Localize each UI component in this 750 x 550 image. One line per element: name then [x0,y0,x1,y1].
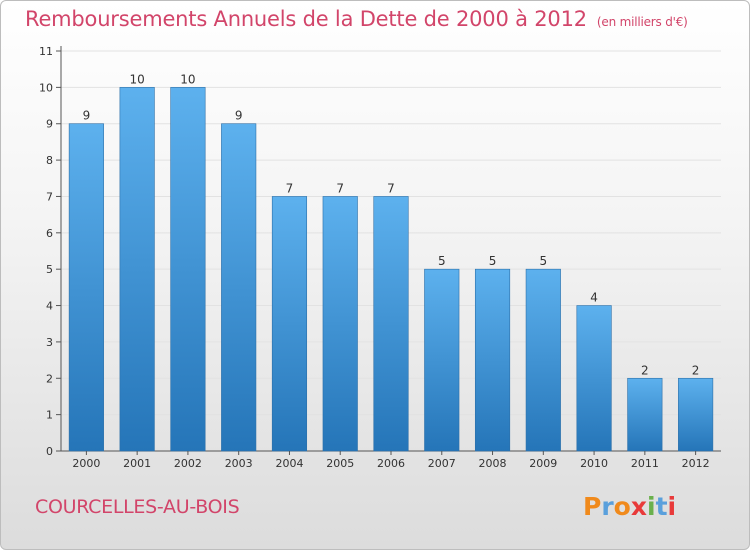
data-label: 2 [641,363,649,377]
x-tick-label: 2008 [479,457,507,470]
data-label: 10 [130,72,145,86]
y-tick-label: 2 [46,372,53,385]
logo-letter: x [630,492,647,521]
bar [525,268,561,452]
x-tick-label: 2007 [428,457,456,470]
data-label: 4 [590,291,598,305]
x-tick-label: 2000 [72,457,100,470]
data-label: 5 [539,254,547,268]
data-label: 9 [235,109,243,123]
x-tick-label: 2011 [631,457,659,470]
logo-letter: o [613,492,631,521]
y-tick-label: 8 [46,154,53,167]
x-tick-label: 2003 [225,457,253,470]
data-label: 2 [692,363,700,377]
bar [322,196,358,452]
y-tick-label: 1 [46,409,53,422]
bar [474,268,511,452]
y-tick-label: 3 [46,336,53,349]
logo-letter: i [667,492,677,521]
bar [373,196,409,452]
bar [170,87,206,452]
y-tick-label: 7 [46,190,53,203]
x-tick-label: 2001 [123,457,151,470]
y-tick-label: 9 [46,118,53,131]
data-label: 5 [438,254,446,268]
x-tick-label: 2009 [529,457,557,470]
y-tick-label: 4 [46,300,53,313]
y-tick-label: 0 [46,445,53,458]
logo-letter: t [655,492,668,521]
data-label: 10 [180,72,195,86]
logo-letter: r [601,492,614,521]
x-tick-label: 2010 [580,457,608,470]
x-tick-label: 2004 [275,457,303,470]
bar [627,377,663,452]
bar [68,123,104,452]
bar [221,123,257,452]
chart-title-text: Remboursements Annuels de la Dette de 20… [25,7,587,31]
y-tick-label: 5 [46,263,53,276]
x-tick-label: 2002 [174,457,202,470]
data-label: 5 [489,254,497,268]
bar [576,305,612,452]
chart-subtitle: (en milliers d'€) [596,15,688,29]
proxiti-logo[interactable]: Proxiti [583,492,676,521]
data-label: 7 [387,181,395,195]
data-label: 7 [336,181,344,195]
y-tick-label: 11 [39,45,53,58]
bar [678,377,714,452]
data-label: 9 [83,109,91,123]
bar [271,196,308,452]
x-tick-label: 2005 [326,457,354,470]
city-name: COURCELLES-AU-BOIS [35,496,240,518]
bar [424,268,460,452]
chart-title: Remboursements Annuels de la Dette de 20… [25,7,688,31]
logo-letter: i [647,492,656,521]
y-tick-label: 10 [39,81,53,94]
data-label: 7 [286,181,294,195]
y-tick-label: 6 [46,227,53,240]
bar [119,87,155,452]
x-tick-label: 2012 [682,457,710,470]
x-tick-label: 2006 [377,457,405,470]
logo-letter: P [583,492,602,521]
